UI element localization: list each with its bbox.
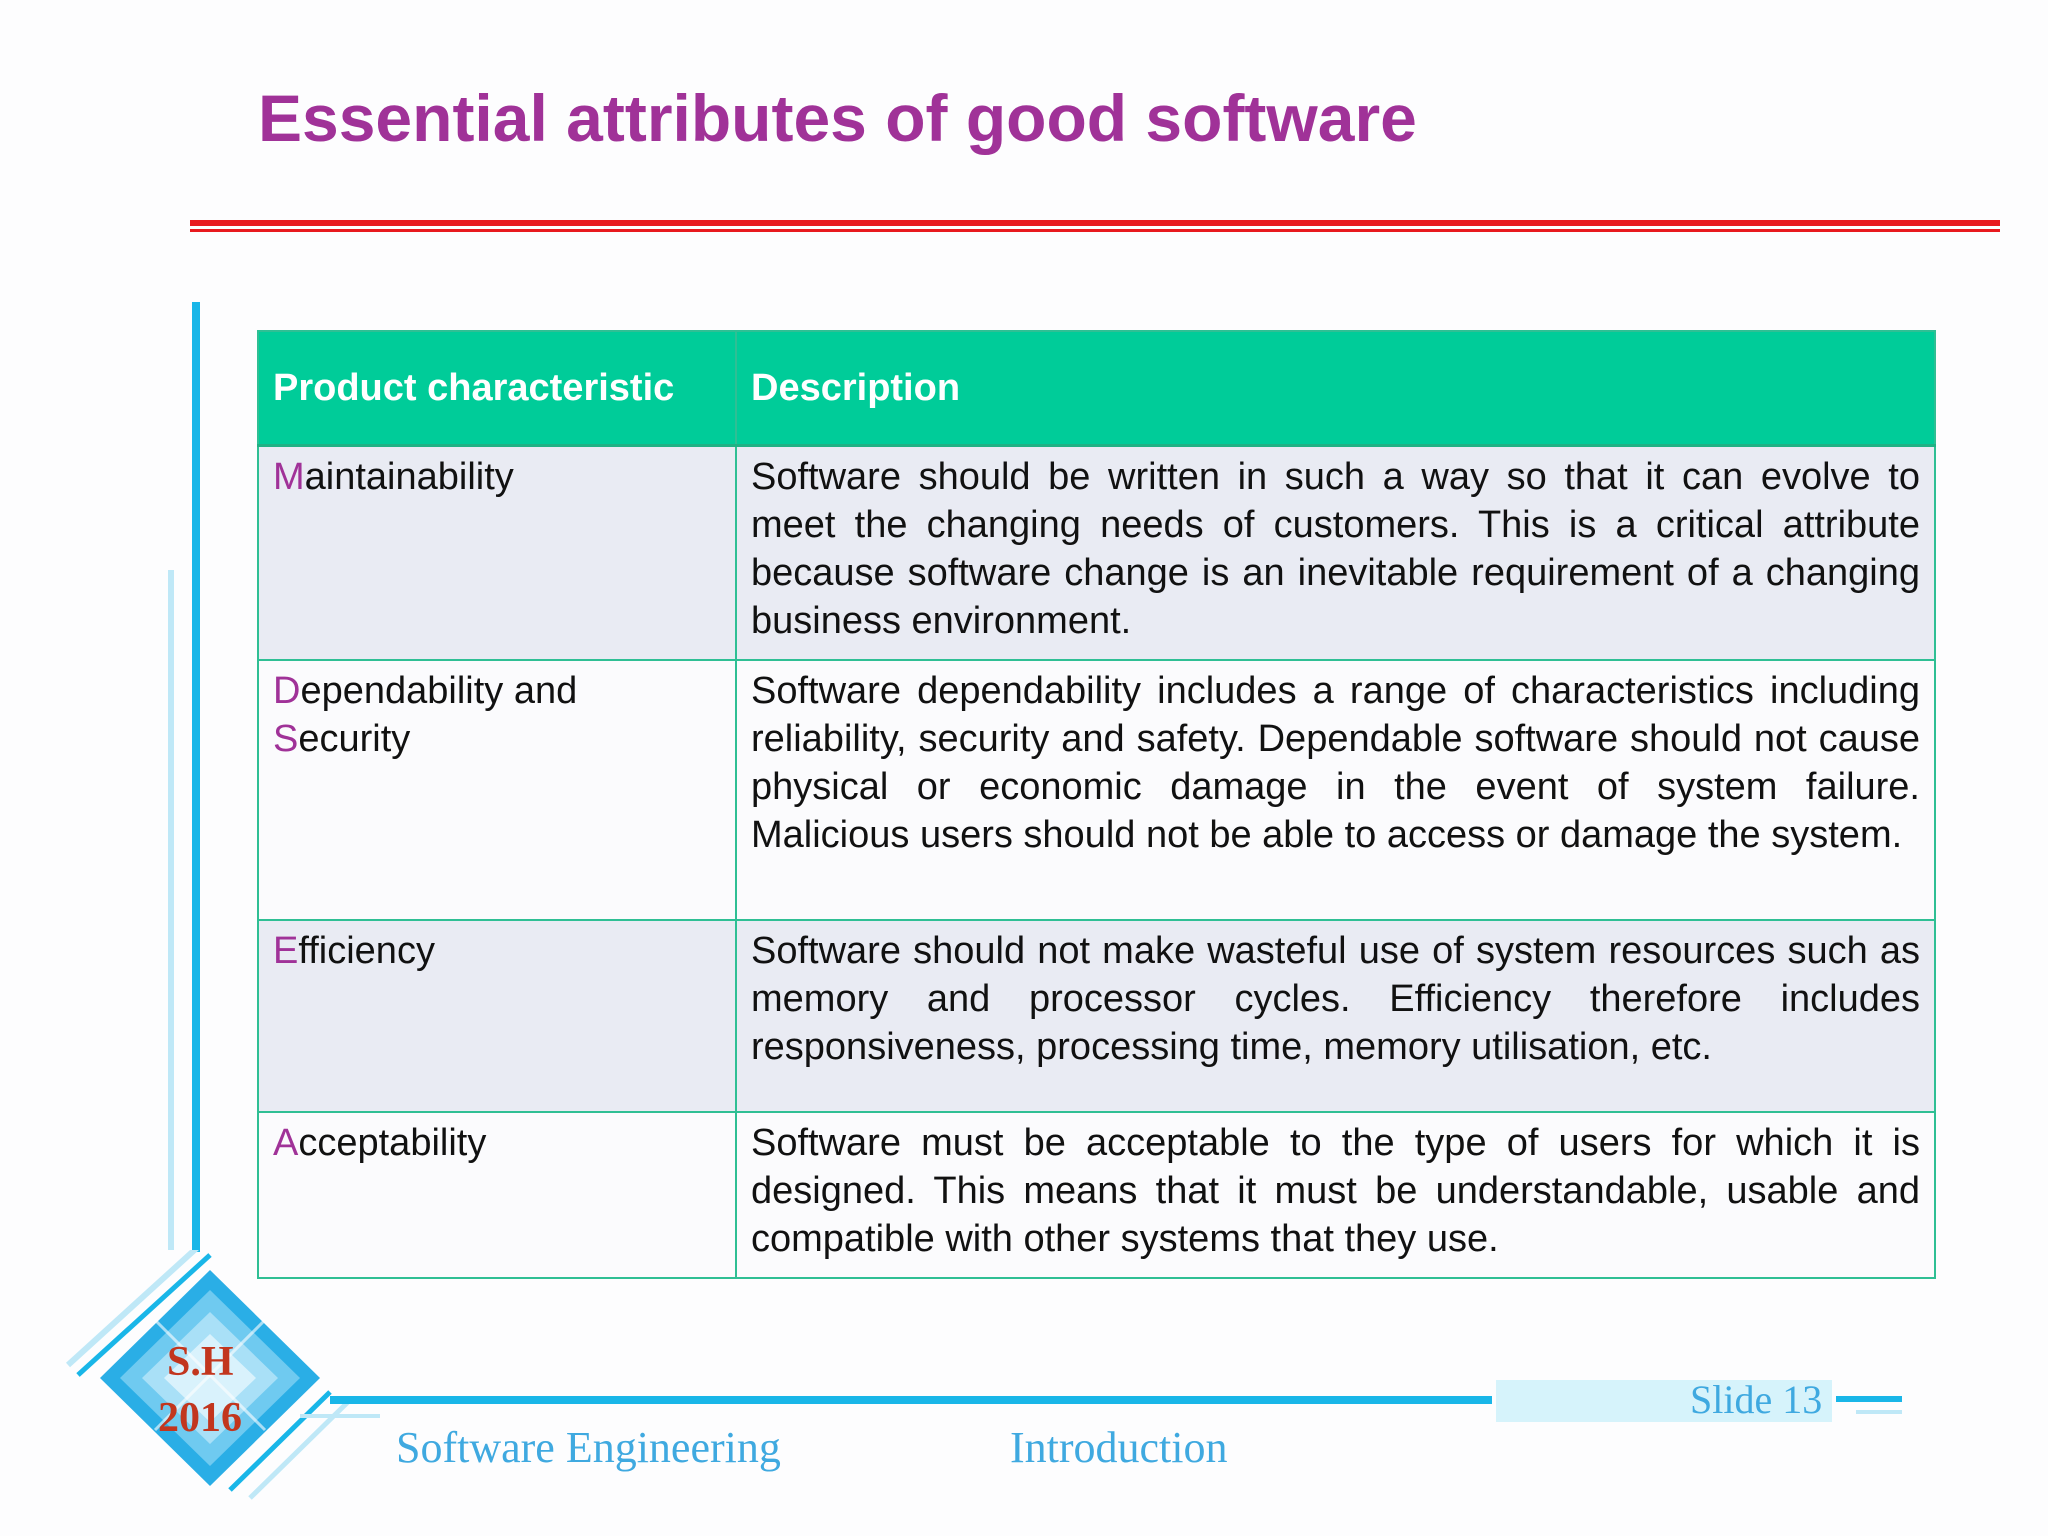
table-row: Acceptability Software must be acceptabl…	[257, 1111, 1936, 1279]
footer-course: Software Engineering	[396, 1423, 781, 1472]
footer-line-light	[300, 1414, 380, 1418]
description-cell: Software must be acceptable to the type …	[735, 1111, 1936, 1279]
header-description: Description	[735, 330, 1936, 447]
characteristic-cell: Maintainability	[257, 444, 737, 661]
characteristic-rest: fficiency	[298, 930, 435, 972]
logo-initials: S.H	[167, 1339, 234, 1385]
description-cell: Software should be written in such a way…	[735, 444, 1936, 661]
footer-chapter: Introduction	[1010, 1423, 1228, 1472]
characteristic-initial: M	[273, 456, 305, 498]
description-cell: Software should not make wasteful use of…	[735, 919, 1936, 1113]
slide-number-box	[1496, 1380, 1832, 1422]
characteristic-initial: A	[273, 1122, 299, 1164]
slide-title: Essential attributes of good software	[258, 81, 1417, 155]
characteristic-initial: D	[273, 670, 301, 712]
characteristic-rest-2: ecurity	[298, 718, 411, 760]
characteristic-rest: ependability and	[300, 670, 578, 712]
logo-year: 2016	[158, 1395, 242, 1441]
title-rule-thick	[190, 220, 2000, 226]
slide-number: Slide 13	[1690, 1377, 1823, 1422]
characteristic-rest: aintainability	[304, 456, 514, 498]
header-product-characteristic: Product characteristic	[257, 330, 737, 447]
table-row: Dependability and Security Software depe…	[257, 659, 1936, 921]
characteristic-cell: Dependability and Security	[257, 659, 737, 921]
footer-line	[330, 1396, 1492, 1404]
left-accent-line	[192, 302, 200, 1252]
slide-number-line-light	[1856, 1410, 1902, 1414]
slide-number-line	[1836, 1396, 1902, 1402]
table-row: Maintainability Software should be writt…	[257, 444, 1936, 661]
diamond-logo	[65, 1250, 352, 1500]
characteristic-initial-2: S	[273, 718, 299, 760]
characteristic-cell: Acceptability	[257, 1111, 737, 1279]
characteristic-cell: Efficiency	[257, 919, 737, 1113]
description-cell: Software dependability includes a range …	[735, 659, 1936, 921]
table-row: Efficiency Software should not make wast…	[257, 919, 1936, 1113]
table-header-row: Product characteristic Description	[257, 330, 1936, 447]
characteristic-initial: E	[273, 930, 299, 972]
left-accent-line-light	[168, 570, 174, 1250]
characteristic-rest: cceptability	[298, 1122, 487, 1164]
attributes-table: Product characteristic Description Maint…	[257, 330, 1936, 1279]
title-rule-thin	[190, 229, 2000, 232]
